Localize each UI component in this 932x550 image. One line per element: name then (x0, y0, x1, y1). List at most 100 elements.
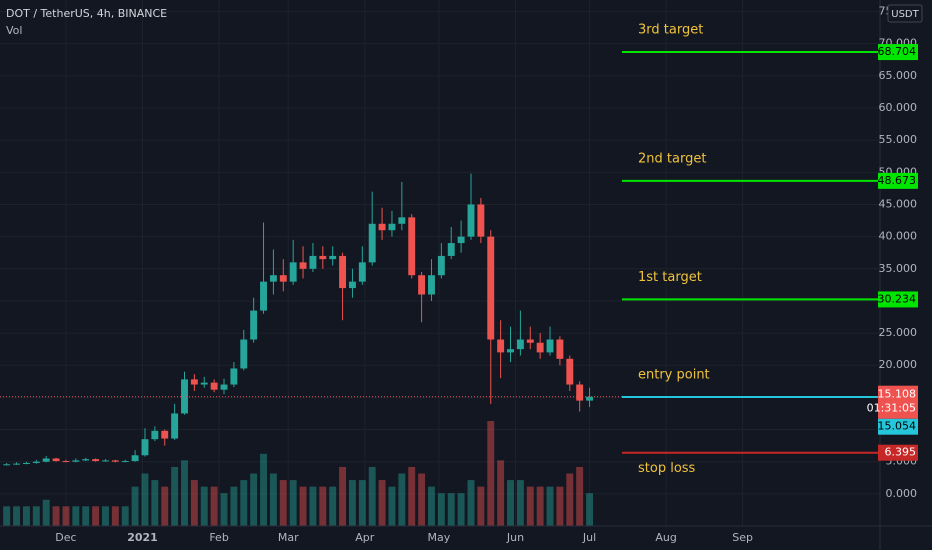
volume-bar (388, 486, 396, 526)
level-value: 68.704 (878, 45, 917, 58)
candle-body (151, 430, 159, 440)
candle-body (457, 236, 465, 244)
candle-body (516, 339, 524, 350)
volume-bar (13, 506, 21, 526)
candle-body (556, 339, 564, 359)
level-badge (878, 444, 918, 461)
volume-bar (289, 480, 297, 526)
candle-body (82, 459, 90, 461)
candle-body (388, 223, 396, 231)
candle-body (250, 310, 258, 340)
candle-body (368, 223, 376, 263)
volume-bar (487, 421, 495, 526)
volume-bar (497, 460, 505, 526)
candle-body (358, 262, 366, 282)
candle-body (378, 223, 386, 231)
candle-body (348, 281, 356, 289)
volume-bar (339, 466, 347, 526)
x-tick-label: Mar (278, 531, 299, 544)
candle-body (171, 413, 179, 439)
candle-body (210, 382, 218, 390)
candle-body (22, 462, 30, 464)
last-price-value: 15.108 (878, 388, 917, 401)
x-tick-label: Sep (732, 531, 753, 544)
y-tick-label: 0.000 (886, 487, 918, 500)
candle-body (467, 204, 475, 237)
candle-body (437, 255, 445, 276)
candle-body (309, 255, 317, 269)
x-tick-label: Jun (506, 531, 524, 544)
level-value: 15.054 (878, 420, 917, 433)
candle-body (190, 379, 198, 385)
volume-bar (368, 466, 376, 526)
candles (3, 173, 594, 466)
candle-body (52, 458, 60, 462)
candle-body (161, 430, 169, 439)
currency-badge[interactable] (887, 4, 923, 23)
candle-body (319, 255, 327, 260)
volume-bar (507, 480, 514, 526)
x-tick-label: Feb (209, 531, 228, 544)
candle-body (42, 458, 50, 462)
volume-bar (240, 480, 248, 526)
level-value: 30.234 (878, 292, 917, 305)
volume-bar (299, 486, 307, 526)
candle-body (269, 275, 277, 282)
volume-bar (319, 486, 327, 526)
candle-body (3, 464, 11, 466)
volume-bar (92, 506, 100, 526)
chart-title: DOT / TetherUS, 4h, BINANCE (6, 7, 167, 20)
volume-bar (516, 480, 524, 526)
y-tick-label: 20.000 (879, 358, 918, 371)
y-tick-label: 35.000 (879, 262, 918, 275)
levels: 3rd target 2nd target 1st target entry poin… (0, 23, 880, 476)
y-tick-label: 40.000 (879, 230, 918, 243)
volume-bar (329, 486, 337, 526)
candle-body (121, 461, 129, 463)
candle-body (260, 281, 267, 311)
currency-label[interactable]: USDT (891, 9, 919, 20)
level-value: 6.395 (885, 446, 917, 459)
volume-bar (250, 473, 258, 526)
level-label: entry point (638, 368, 710, 383)
candle-body (447, 243, 455, 256)
last-price-badge (878, 385, 918, 419)
candle-body (111, 460, 119, 462)
volume-bar (309, 486, 317, 526)
x-tick-label: Jul (582, 531, 596, 544)
candle-body (200, 382, 208, 385)
volume-bar (457, 493, 465, 526)
countdown: 01:31:05 (867, 402, 916, 415)
candle-body (72, 460, 80, 462)
candle-body (536, 342, 544, 353)
volume-bar (190, 480, 198, 526)
candle-body (477, 204, 485, 237)
price-badges: 68.704 48.673 30.234 15.054 6.395 15.10801:31… (867, 44, 918, 461)
candle-body (299, 262, 307, 269)
volume-bar (42, 499, 50, 526)
volume-bar (3, 506, 11, 526)
volume-bar (447, 493, 455, 526)
volume-bar (586, 493, 594, 526)
candle-body (546, 339, 554, 353)
level-badge (878, 418, 918, 435)
volume-bar (32, 506, 40, 526)
level-value: 48.673 (878, 174, 917, 187)
volume-bar (279, 480, 287, 526)
candle-body (102, 460, 109, 462)
volume-bar (526, 486, 534, 526)
candle-body (141, 439, 149, 456)
volume-bar (131, 486, 139, 526)
candle-body (428, 275, 435, 295)
volume-bar (378, 480, 386, 526)
volume-bar (82, 506, 90, 526)
volume-label: Vol (6, 24, 22, 37)
level-label: 2nd target (638, 151, 706, 166)
candle-body (32, 461, 40, 463)
candle-body (289, 262, 297, 282)
level-label: 1st target (638, 270, 702, 285)
volume-bar (477, 486, 485, 526)
volume-bar (210, 486, 218, 526)
